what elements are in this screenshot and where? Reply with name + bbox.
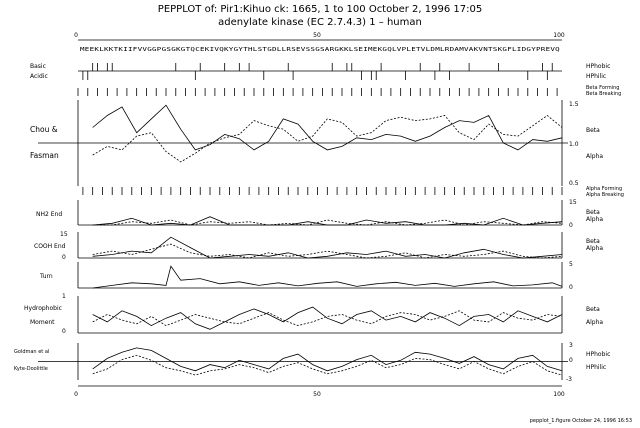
label-goldman: Goldman et al bbox=[14, 349, 49, 355]
label-hphilic-top: HPhilic bbox=[586, 73, 606, 80]
bottom-x-tick-100: 100 bbox=[553, 391, 565, 398]
label-beta-breaking: Beta Breaking bbox=[586, 91, 621, 97]
label-hm-alpha: Alpha bbox=[586, 319, 603, 326]
goldman-kyte-goldman-et-al-line bbox=[92, 347, 563, 372]
cooh-ytick-15-left: 15 bbox=[60, 231, 68, 238]
cooh-end-alpha-line bbox=[92, 243, 563, 259]
gk-ytick-neg3: -3 bbox=[566, 376, 572, 383]
gk-ytick-3: 3 bbox=[569, 342, 573, 349]
header-subtitle: adenylate kinase (EC 2.7.4.3) 1 – human bbox=[218, 17, 422, 28]
chou-fasman-alpha-line bbox=[92, 114, 563, 163]
hm-ytick-1: 1 bbox=[62, 293, 66, 300]
label-hphobic-top: HPhobic bbox=[586, 63, 610, 70]
label-gk-hphilic: HPhilic bbox=[586, 364, 606, 371]
label-nh2-end: NH2 End bbox=[36, 211, 62, 218]
panel-turn bbox=[77, 262, 563, 289]
panel-goldman-kyte bbox=[38, 343, 568, 380]
label-alpha-forming: Alpha Forming bbox=[586, 186, 622, 192]
chou-fasman-tick-rows bbox=[77, 88, 563, 195]
nh2-ytick-15: 15 bbox=[569, 199, 577, 206]
label-hm-beta: Beta bbox=[586, 306, 600, 313]
label-turn: Turn bbox=[39, 273, 53, 280]
turn-ytick-5: 5 bbox=[569, 261, 573, 268]
panel-cooh-end bbox=[77, 232, 563, 259]
label-gk-hphobic: HPhobic bbox=[586, 351, 610, 358]
label-beta-forming: Beta Forming bbox=[586, 85, 619, 91]
cf-ytick-1-5: 1.5 bbox=[569, 101, 579, 108]
cooh-ytick-0-left: 0 bbox=[62, 254, 66, 261]
hydrophobic-moment-beta-line bbox=[92, 306, 563, 330]
nh2-end-beta-line bbox=[92, 216, 563, 226]
label-chou: Chou & bbox=[30, 125, 58, 134]
label-cf-beta: Beta bbox=[586, 127, 600, 134]
label-hydrophobic: Hydrophobic bbox=[24, 305, 62, 312]
label-cooh-alpha: Alpha bbox=[586, 245, 603, 252]
plot-panels bbox=[38, 100, 568, 380]
top-x-tick-50: 50 bbox=[313, 32, 321, 39]
hm-ytick-0: 0 bbox=[62, 328, 66, 335]
label-basic: Basic bbox=[30, 63, 46, 70]
panel-hydrophobic-moment bbox=[77, 296, 563, 334]
label-nh2-beta: Beta bbox=[586, 209, 600, 216]
label-acidic: Acidic bbox=[30, 73, 48, 80]
bottom-x-tick-50: 50 bbox=[313, 391, 321, 398]
label-alpha-breaking: Alpha Breaking bbox=[586, 192, 624, 198]
label-nh2-alpha: Alpha bbox=[586, 216, 603, 223]
top-x-tick-0: 0 bbox=[74, 32, 78, 39]
footer-filename: pepplot_1.figure October 24, 1996 16:53 bbox=[530, 418, 632, 424]
label-cooh-beta: Beta bbox=[586, 238, 600, 245]
chou-fasman-beta-line bbox=[92, 104, 563, 151]
label-cooh-end: COOH End bbox=[34, 243, 66, 250]
label-kyte-doolittle: Kyte-Doolittle bbox=[14, 366, 48, 372]
panel-nh2-end bbox=[77, 200, 563, 226]
cf-ytick-1-0: 1.0 bbox=[569, 141, 579, 148]
cf-ytick-0-5: 0.5 bbox=[569, 180, 579, 187]
top-x-tick-100: 100 bbox=[553, 32, 565, 39]
amino-acid-sequence: MEEKLKKTKIIFVVGGPGSGKGTQCEKIVQKYGYTHLSTG… bbox=[80, 47, 561, 53]
goldman-kyte-kyte-doolittle-line bbox=[92, 354, 563, 376]
header-title: PEPPLOT of: Pir1:Kihuo ck: 1665, 1 to 10… bbox=[158, 4, 482, 15]
label-fasman: Fasman bbox=[30, 151, 59, 160]
label-moment: Moment bbox=[30, 319, 55, 326]
nh2-ytick-0: 0 bbox=[569, 222, 573, 229]
cooh-end-beta-line bbox=[92, 236, 563, 259]
bottom-x-tick-0: 0 bbox=[74, 391, 78, 398]
panel-chou-fasman bbox=[38, 100, 568, 186]
label-cf-alpha: Alpha bbox=[586, 153, 603, 160]
basic-acidic-marks bbox=[78, 63, 562, 80]
turn-turn-line bbox=[92, 265, 563, 289]
turn-ytick-0: 0 bbox=[569, 284, 573, 291]
gk-ytick-0: 0 bbox=[569, 357, 573, 364]
